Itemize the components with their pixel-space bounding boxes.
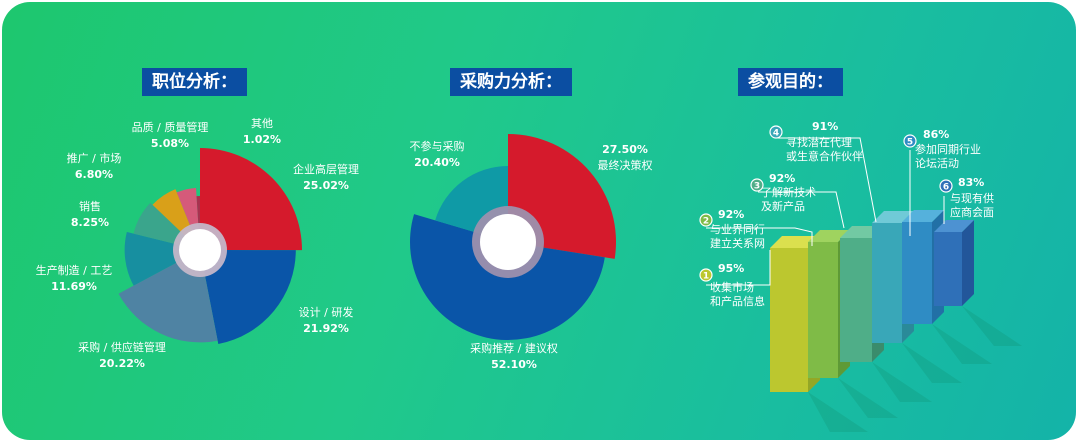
purchase-pie-center <box>480 214 536 270</box>
purpose-label-2: 与业界同行建立关系网 <box>710 223 765 250</box>
bar-shadow-4 <box>902 343 962 383</box>
bar-shadow-6 <box>962 306 1022 346</box>
purchase-label-1: 27.50%最终决策权 <box>598 143 653 172</box>
visit-purpose-title: 参观目的： <box>738 68 843 96</box>
purpose-index-4: 4 <box>773 129 779 139</box>
purpose-value-1: 95% <box>718 262 744 275</box>
purpose-value-3: 92% <box>769 172 795 185</box>
purchase-label-2: 采购推荐 / 建议权 52.10% <box>470 341 558 371</box>
purchase-analysis-title: 采购力分析： <box>450 68 572 96</box>
purpose-value-6: 83% <box>958 176 984 189</box>
bar-front-3 <box>840 238 872 362</box>
position-analysis-title: 职位分析： <box>142 68 247 96</box>
purpose-value-2: 92% <box>718 208 744 221</box>
position-label-3: 采购 / 供应链管理 20.22% <box>78 340 166 370</box>
position-label-6: 推广 / 市场 6.80% <box>67 151 122 181</box>
purpose-index-2: 2 <box>703 217 709 227</box>
position-label-5: 销售 8.25% <box>71 199 109 229</box>
position-pie <box>118 148 302 345</box>
position-slice-6 <box>152 189 193 237</box>
purpose-label-6: 与现有供应商会面 <box>950 191 994 219</box>
position-pie-center <box>179 229 221 271</box>
position-slice-2 <box>203 250 296 345</box>
purpose-index-5: 5 <box>907 138 913 148</box>
bar-front-6 <box>934 232 962 306</box>
purpose-index-3: 3 <box>754 182 760 192</box>
purpose-badge-5 <box>903 134 917 148</box>
purpose-badge-2 <box>699 213 713 227</box>
bar-front-5 <box>902 222 932 324</box>
position-label-8: 其他 1.02% <box>243 117 281 146</box>
purpose-badge-6 <box>939 179 953 193</box>
bar-shadow-2 <box>838 378 898 418</box>
position-slice-8 <box>196 195 200 231</box>
bar-front-4 <box>872 223 902 343</box>
purpose-label-3: 了解新技术及新产品 <box>761 185 816 213</box>
purpose-label-4: 寻找潜在代理或生意合作伙伴 <box>786 135 863 163</box>
bar-shadow-1 <box>808 392 868 432</box>
chart-labels: 企业高层管理 25.02% 设计 / 研发 21.92% 采购 / 供应链管理 20.22… <box>36 117 994 371</box>
purpose-badge-1 <box>699 268 713 282</box>
purpose-label-1: 收集市场和产品信息 <box>710 280 765 308</box>
purpose-index-6: 6 <box>943 183 949 193</box>
purpose-value-5: 86% <box>923 128 949 141</box>
bar-top-2 <box>808 230 850 242</box>
position-label-1: 企业高层管理 25.02% <box>293 162 359 192</box>
leader-line-1 <box>706 250 771 286</box>
leader-line-4 <box>776 137 877 223</box>
position-slice-5 <box>133 202 186 246</box>
leader-line-3 <box>758 191 845 229</box>
bar-top-1 <box>770 236 820 248</box>
bar-shadow-5 <box>932 324 992 364</box>
position-label-7: 品质 / 质量管理 5.08% <box>132 120 209 150</box>
position-slice-7 <box>176 187 199 232</box>
purpose-badge-3 <box>750 178 764 192</box>
bar-front-2 <box>808 242 838 378</box>
position-slice-3 <box>118 259 218 343</box>
position-slice-4 <box>124 231 183 286</box>
bar-front-1 <box>770 248 808 392</box>
visit-purpose-bars: 1 2 3 4 5 6 <box>699 125 1022 432</box>
purpose-label-5: 参加同期行业论坛活动 <box>915 142 981 170</box>
position-label-4: 生产制造 / 工艺 11.69% <box>36 263 113 293</box>
purchase-label-3: 不参与采购 20.40% <box>410 139 465 169</box>
bar-shadow-3 <box>872 362 932 402</box>
purchase-pie <box>409 134 616 341</box>
position-slice-1 <box>200 148 302 251</box>
purpose-badge-4 <box>769 125 783 139</box>
purpose-value-4: 91% <box>812 120 838 133</box>
bar-side-6 <box>962 220 974 306</box>
leader-line-2 <box>706 227 813 246</box>
bar-top-4 <box>872 211 914 223</box>
purpose-index-1: 1 <box>703 272 709 282</box>
bar-top-5 <box>902 210 944 222</box>
position-label-2: 设计 / 研发 21.92% <box>299 305 354 335</box>
